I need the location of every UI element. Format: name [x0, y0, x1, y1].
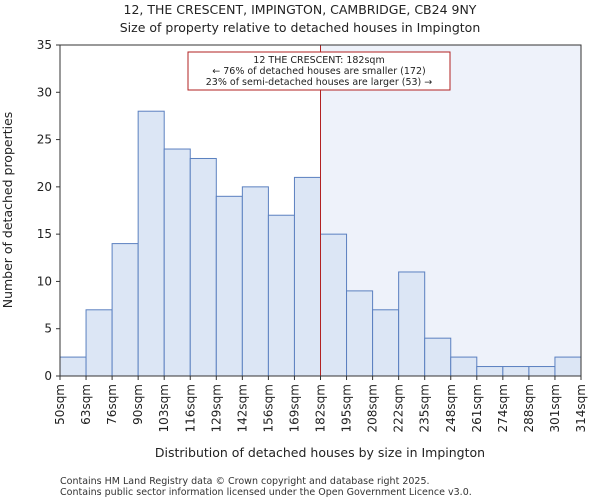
bar-169sqm [293, 176, 322, 377]
annotation-line-3: 23% of semi-detached houses are larger (… [206, 77, 433, 88]
x-tick-label-116sqm: 116sqm [183, 384, 197, 432]
bar-235sqm [424, 337, 452, 377]
bar-261sqm [476, 366, 504, 377]
bars-group [59, 110, 582, 377]
annotation-line-1: 12 THE CRESCENT: 182sqm [253, 55, 384, 66]
x-tick-label-195sqm: 195sqm [340, 384, 354, 432]
bar-116sqm [189, 157, 217, 377]
y-tick-label-25: 25 [37, 133, 52, 147]
x-tick-label-103sqm: 103sqm [157, 384, 171, 432]
x-tick-label-90sqm: 90sqm [131, 384, 145, 425]
bar-274sqm [502, 366, 530, 377]
y-tick-label-10: 10 [37, 274, 52, 288]
bar-129sqm [215, 195, 243, 377]
footer-line-1: Contains HM Land Registry data © Crown c… [60, 476, 430, 487]
chart-title: 12, THE CRESCENT, IMPINGTON, CAMBRIDGE, … [124, 2, 477, 17]
x-tick-label-50sqm: 50sqm [53, 384, 67, 425]
bar-208sqm [372, 309, 400, 377]
x-tick-label-63sqm: 63sqm [79, 384, 93, 425]
y-tick-label-20: 20 [37, 180, 52, 194]
y-axis: 0 5 10 15 20 25 30 35 [37, 38, 60, 383]
x-tick-label-208sqm: 208sqm [366, 384, 380, 432]
annotation-box: 12 THE CRESCENT: 182sqm ← 76% of detache… [187, 51, 451, 91]
y-tick-label-35: 35 [37, 38, 52, 52]
x-tick-label-288sqm: 288sqm [522, 384, 536, 432]
bar-301sqm [554, 356, 582, 377]
y-tick-label-0: 0 [44, 369, 52, 383]
x-tick-label-261sqm: 261sqm [470, 384, 484, 432]
bar-103sqm [163, 148, 191, 377]
bar-288sqm [528, 366, 556, 377]
chart-subtitle: Size of property relative to detached ho… [120, 20, 481, 35]
bar-76sqm [111, 243, 139, 377]
x-tick-label-235sqm: 235sqm [418, 384, 432, 432]
bar-222sqm [398, 271, 426, 377]
bar-248sqm [450, 356, 478, 377]
bar-142sqm [241, 186, 269, 377]
x-tick-label-248sqm: 248sqm [444, 384, 458, 432]
bar-63sqm [85, 309, 113, 377]
x-tick-label-301sqm: 301sqm [548, 384, 562, 432]
x-axis: 50sqm 63sqm 76sqm 90sqm 103sqm 116sqm 129sqm 14… [53, 376, 588, 432]
x-tick-label-182sqm: 182sqm [314, 384, 328, 432]
y-tick-label-5: 5 [44, 322, 52, 336]
y-axis-title: Number of detached properties [0, 112, 15, 309]
bar-156sqm [267, 214, 295, 377]
x-tick-label-169sqm: 169sqm [287, 384, 301, 432]
x-tick-label-314sqm: 314sqm [574, 384, 588, 432]
annotation-line-2: ← 76% of detached houses are smaller (17… [212, 66, 425, 77]
x-tick-label-274sqm: 274sqm [496, 384, 510, 432]
x-tick-label-142sqm: 142sqm [235, 384, 249, 432]
bar-195sqm [346, 290, 374, 377]
footer-line-2: Contains public sector information licen… [60, 487, 472, 498]
annotation-border [187, 51, 451, 91]
x-tick-label-76sqm: 76sqm [105, 384, 119, 425]
y-tick-label-15: 15 [37, 227, 52, 241]
bar-90sqm [137, 110, 165, 377]
bar-182sqm [320, 233, 348, 377]
x-tick-label-156sqm: 156sqm [261, 384, 275, 432]
x-tick-label-129sqm: 129sqm [209, 384, 223, 432]
x-tick-label-222sqm: 222sqm [392, 384, 406, 432]
bar-50sqm [59, 356, 87, 377]
x-axis-title: Distribution of detached houses by size … [155, 445, 485, 460]
y-tick-label-30: 30 [37, 85, 52, 99]
